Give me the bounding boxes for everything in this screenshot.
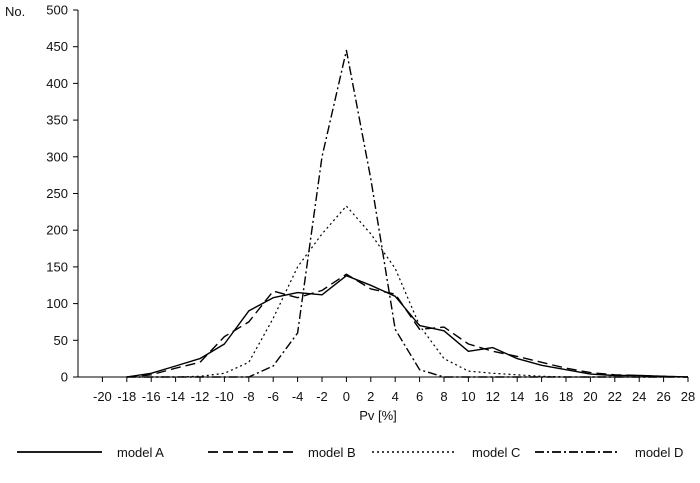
y-tick-label: 0 bbox=[61, 370, 68, 385]
x-tick-label: -6 bbox=[267, 389, 279, 404]
y-tick-label: 150 bbox=[46, 259, 68, 274]
legend-label-model-a: model A bbox=[117, 445, 164, 460]
x-tick-label: -4 bbox=[292, 389, 304, 404]
y-tick-label: 450 bbox=[46, 39, 68, 54]
x-tick-label: 4 bbox=[392, 389, 399, 404]
x-tick-label: 0 bbox=[343, 389, 350, 404]
x-tick-label: 22 bbox=[608, 389, 622, 404]
x-tick-label: 12 bbox=[486, 389, 500, 404]
y-tick-label: 50 bbox=[54, 333, 68, 348]
y-tick-label: 200 bbox=[46, 223, 68, 238]
x-tick-label: -2 bbox=[316, 389, 328, 404]
legend-label-model-b: model B bbox=[308, 445, 356, 460]
x-tick-label: 16 bbox=[534, 389, 548, 404]
x-tick-label: -16 bbox=[142, 389, 161, 404]
x-axis-label: Pv [%] bbox=[359, 408, 397, 423]
x-tick-label: -14 bbox=[166, 389, 185, 404]
series-line-model-b bbox=[126, 273, 689, 378]
x-tick-label: -10 bbox=[215, 389, 234, 404]
y-tick-label: 100 bbox=[46, 296, 68, 311]
x-tick-label: 6 bbox=[416, 389, 423, 404]
series-line-model-a bbox=[126, 275, 689, 378]
y-tick-label: 250 bbox=[46, 186, 68, 201]
x-tick-label: -8 bbox=[243, 389, 255, 404]
series-line-model-d bbox=[126, 49, 688, 378]
y-tick-label: 500 bbox=[46, 3, 68, 18]
x-tick-label: -18 bbox=[117, 389, 136, 404]
y-axis-label: No. bbox=[5, 4, 25, 19]
x-tick-label: 8 bbox=[440, 389, 447, 404]
y-tick-label: 350 bbox=[46, 113, 68, 128]
x-tick-label: 14 bbox=[510, 389, 524, 404]
y-tick-label: 300 bbox=[46, 149, 68, 164]
x-tick-label: -20 bbox=[93, 389, 112, 404]
x-tick-label: 28 bbox=[681, 389, 695, 404]
x-tick-label: 26 bbox=[656, 389, 670, 404]
legend-label-model-d: model D bbox=[635, 445, 683, 460]
series-line-model-c bbox=[126, 205, 688, 378]
x-tick-label: 24 bbox=[632, 389, 646, 404]
x-tick-label: 10 bbox=[461, 389, 475, 404]
x-tick-label: 2 bbox=[367, 389, 374, 404]
x-tick-label: -12 bbox=[191, 389, 210, 404]
legend-label-model-c: model C bbox=[472, 445, 520, 460]
y-tick-label: 400 bbox=[46, 76, 68, 91]
x-tick-label: 18 bbox=[559, 389, 573, 404]
x-tick-label: 20 bbox=[583, 389, 597, 404]
